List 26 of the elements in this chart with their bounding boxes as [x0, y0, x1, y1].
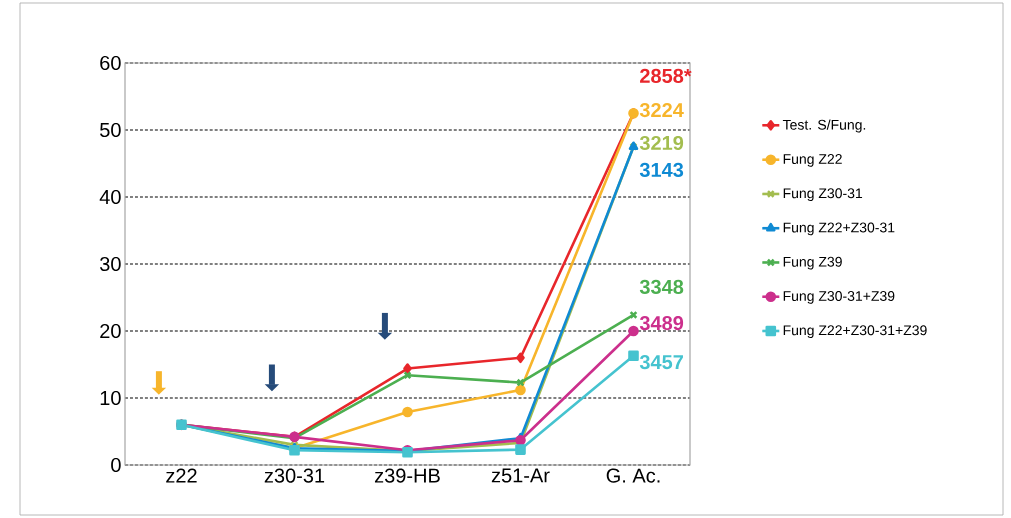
- legend-label: Fung Z22+Z30-31+Z39: [783, 325, 927, 339]
- x-tick-label: G. Ac.: [606, 468, 660, 483]
- x-tick-label: z51-Ar: [491, 468, 550, 483]
- legend-label: Fung Z30-31: [783, 188, 863, 202]
- annotation: 3219: [639, 135, 684, 151]
- annotation: 3224: [639, 102, 684, 118]
- legend-label: Fung Z39: [783, 256, 842, 270]
- y-tick-label: 20: [100, 323, 121, 339]
- annotation: 3457: [639, 354, 683, 370]
- y-tick-label: 0: [111, 457, 121, 473]
- x-tick-label: z22: [166, 468, 197, 483]
- legend-label: Fung Z22: [783, 154, 842, 167]
- y-tick-label: 60: [100, 55, 121, 71]
- y-tick-label: 30: [100, 256, 121, 272]
- y-tick-label: 50: [100, 122, 121, 138]
- annotation: 3489: [639, 316, 684, 331]
- annotation: 3348: [639, 279, 684, 295]
- y-tick-label: 40: [99, 189, 121, 205]
- legend-label: Test. S/Fung.: [782, 119, 866, 133]
- x-tick-label: z39-HB: [374, 468, 440, 483]
- annotation: 3143: [639, 162, 684, 178]
- annotation: 2858*: [640, 68, 692, 83]
- legend-label: Fung Z30-31+Z39: [783, 291, 895, 304]
- x-tick-label: z30-31: [264, 468, 325, 483]
- legend-label: Fung Z22+Z30-31: [783, 222, 895, 236]
- y-tick-label: 10: [100, 390, 121, 406]
